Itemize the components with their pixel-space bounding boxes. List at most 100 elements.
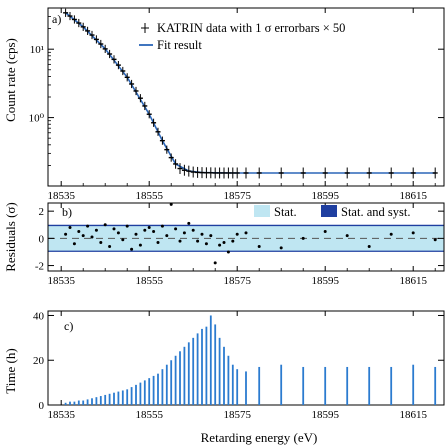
panel-a-y-tick-label: 10¹ <box>30 44 44 56</box>
time-bar <box>205 326 208 405</box>
data-point <box>410 167 416 179</box>
time-bar <box>121 390 124 405</box>
data-point <box>173 159 179 169</box>
time-bar <box>209 315 212 405</box>
time-bar <box>91 398 93 405</box>
data-point <box>256 167 262 179</box>
data-point <box>137 94 143 103</box>
legend: KATRIN data with 1 σ errorbars × 50 Fit … <box>139 21 345 52</box>
time-bar <box>218 337 221 405</box>
residual-point <box>218 243 222 247</box>
time-bar <box>77 400 80 405</box>
time-bar <box>201 328 203 405</box>
data-point <box>186 165 192 177</box>
residual-point <box>244 231 248 235</box>
residual-point <box>411 231 415 235</box>
residual-point <box>112 227 116 231</box>
time-bar <box>346 366 349 405</box>
panel-c-y-tick-label: 0 <box>39 400 45 412</box>
residual-point <box>226 250 230 254</box>
residual-point <box>81 234 85 238</box>
panel-b: 18535 18555 18575 18595 18615 2 0 -2 b) Residua… <box>3 202 445 287</box>
data-point <box>142 101 148 111</box>
panel-c-x-tick-label: 18555 <box>135 409 163 421</box>
data-point <box>111 55 117 64</box>
residual-point <box>77 230 81 234</box>
residual-point <box>68 225 72 229</box>
residual-point <box>196 239 200 243</box>
residual-point <box>301 236 305 240</box>
time-bar <box>108 393 111 405</box>
data-point <box>203 167 209 179</box>
time-bar <box>157 373 159 405</box>
panel-b-x-tick-label: 18575 <box>223 275 251 287</box>
panel-b-y-tick-label: 2 <box>39 206 45 218</box>
time-bar <box>412 364 415 405</box>
panel-a-x-tick-label: 18595 <box>311 190 339 202</box>
data-point <box>164 145 170 154</box>
time-bar <box>434 366 437 405</box>
residual-point <box>94 228 98 232</box>
residual-point <box>433 238 437 242</box>
data-point <box>432 167 438 179</box>
residual-point <box>90 235 94 239</box>
residual-point <box>134 232 138 236</box>
panel-a-y-axis-label: Count rate (cps) <box>3 38 18 122</box>
data-point <box>208 167 214 179</box>
residual-point <box>389 232 393 236</box>
residual-point <box>125 224 129 228</box>
data-point <box>212 167 218 179</box>
residual-point <box>187 221 191 225</box>
data-point <box>177 163 183 175</box>
fit-line <box>65 12 436 174</box>
time-bar <box>161 369 164 405</box>
panel-c-tag: c) <box>64 319 73 333</box>
data-point <box>195 166 201 178</box>
residual-point <box>156 240 160 244</box>
time-bar <box>302 366 305 405</box>
residual-point <box>130 247 134 251</box>
panel-c-x-tick-label: 18595 <box>311 409 339 421</box>
time-bar <box>192 337 195 405</box>
legend-data-label: KATRIN data with 1 σ errorbars × 50 <box>157 21 345 35</box>
x-axis-label: Retarding energy (eV) <box>201 430 318 445</box>
residual-point <box>169 202 173 206</box>
data-point <box>63 8 69 17</box>
data-point <box>221 167 227 179</box>
residual-point <box>143 228 147 232</box>
data-point <box>344 167 350 179</box>
residual-point <box>182 231 186 235</box>
panel-c-x-tick-label: 18535 <box>47 409 75 421</box>
time-bar <box>174 355 177 405</box>
data-point <box>80 22 86 31</box>
panel-c-x-tick-label: 18615 <box>399 409 427 421</box>
time-bar <box>86 399 89 405</box>
residual-point <box>86 224 90 228</box>
residual-point <box>64 232 68 236</box>
residual-point <box>138 243 142 247</box>
residual-point <box>345 234 349 238</box>
residual-point <box>200 232 204 236</box>
residual-point <box>174 227 178 231</box>
residual-point <box>165 234 169 238</box>
time-bar <box>73 401 76 405</box>
panel-a-y-tick-label: 10⁰ <box>29 113 45 125</box>
panel-c: 18535 18555 18575 18595 18615 0 20 40 c) Time (… <box>3 310 445 445</box>
time-bar <box>231 364 234 405</box>
residual-point <box>116 231 120 235</box>
residual-point <box>103 223 107 227</box>
time-bar <box>104 394 107 405</box>
data-point <box>85 26 91 36</box>
panel-a-x-tick-label: 18575 <box>223 190 251 202</box>
panel-a-tag: a) <box>52 12 61 26</box>
data-point <box>102 44 108 53</box>
panel-a-x-tick-label: 18615 <box>399 190 427 202</box>
time-bar <box>95 397 98 405</box>
data-point <box>146 110 152 119</box>
residual-point <box>367 245 371 249</box>
time-bar <box>99 396 102 405</box>
panel-a: 18535 18555 18575 18595 18615 10⁰ 10¹ a) Count… <box>3 7 445 202</box>
residual-point <box>235 232 239 236</box>
data-point <box>129 79 135 89</box>
data-point <box>300 167 306 179</box>
